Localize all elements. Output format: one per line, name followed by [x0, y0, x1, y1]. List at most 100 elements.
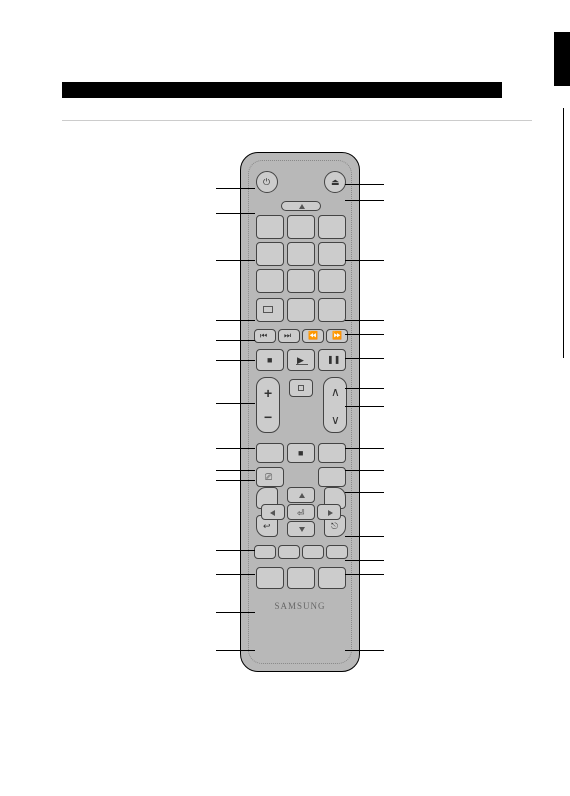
color-b-button[interactable] [278, 545, 300, 559]
callout-left-8 [216, 470, 255, 471]
callout-right-13 [345, 574, 384, 575]
ch-up-icon: ∧ [331, 386, 340, 398]
dpad-up-icon [299, 493, 305, 498]
rowa-2-icon: ■ [298, 449, 303, 458]
callout-left-4 [216, 340, 255, 341]
callout-right-9 [345, 470, 384, 471]
dpad-down-icon [299, 527, 305, 532]
exit-icon: ⎋ [331, 522, 338, 531]
rowb-3-button[interactable] [318, 467, 346, 487]
callout-left-0 [216, 188, 255, 189]
bottom-3-button[interactable] [318, 567, 346, 589]
callout-left-7 [216, 448, 255, 449]
num-9-button[interactable] [318, 269, 346, 293]
dpad-up-button[interactable] [287, 487, 315, 503]
color-d-button[interactable] [326, 545, 348, 559]
next-icon: ⏭ [284, 332, 291, 340]
dpad-right-icon [328, 510, 333, 516]
mute-button[interactable] [289, 379, 313, 397]
bottom-1-button[interactable] [256, 567, 284, 589]
dpad-down-button[interactable] [287, 521, 315, 537]
ch-down-icon: ∨ [331, 414, 340, 426]
play-underline [296, 364, 308, 365]
callout-left-11 [216, 574, 255, 575]
callout-right-12 [345, 560, 384, 561]
source-button[interactable]: ⏏ [324, 171, 346, 193]
side-tab [554, 32, 570, 86]
subtitle-line [62, 120, 532, 121]
remote-body: ⏻ ⏏ ⏮ ⏭ ⏪ ⏩ ■ ▶ ❚❚ + [240, 152, 360, 672]
num-6-button[interactable] [318, 242, 346, 266]
num-5-button[interactable] [287, 242, 315, 266]
callout-right-2 [345, 260, 384, 261]
callout-right-8 [345, 448, 384, 449]
callout-left-6 [216, 403, 255, 404]
num-3-button[interactable] [318, 215, 346, 239]
source-icon: ⏏ [331, 178, 340, 187]
eject-button[interactable] [281, 201, 321, 211]
misc-icon [263, 306, 273, 313]
volume-rocker[interactable]: + − [256, 377, 280, 433]
play-button[interactable]: ▶ [287, 349, 315, 371]
pause-icon: ❚❚ [327, 356, 340, 364]
eject-icon [299, 204, 305, 209]
channel-rocker[interactable]: ∧ ∨ [323, 377, 347, 433]
dpad-left-button[interactable] [261, 504, 285, 520]
return-icon: ↩ [263, 522, 271, 531]
callout-left-5 [216, 360, 255, 361]
num-8-button[interactable] [287, 269, 315, 293]
rowb-1-button[interactable]: ⎚ [256, 467, 284, 487]
next-button[interactable]: ⏭ [278, 329, 300, 343]
num-0-button[interactable] [287, 298, 315, 322]
dpad-ok-button[interactable]: ⏎ [287, 504, 315, 520]
num-1-button[interactable] [256, 215, 284, 239]
power-button[interactable]: ⏻ [256, 171, 278, 193]
callout-right-6 [345, 388, 384, 389]
brand-label: SAMSUNG [241, 601, 359, 611]
callout-left-9 [216, 480, 255, 481]
callout-right-3 [345, 320, 384, 321]
callout-right-7 [345, 406, 384, 407]
rewind-icon: ⏪ [308, 332, 318, 340]
pause-button[interactable]: ❚❚ [318, 349, 346, 371]
callout-left-13 [216, 650, 255, 651]
vol-minus-icon: − [264, 410, 272, 424]
prev-icon: ⏮ [260, 332, 267, 340]
callout-left-1 [216, 213, 255, 214]
stop-icon: ■ [267, 356, 272, 365]
color-c-button[interactable] [302, 545, 324, 559]
callout-right-14 [345, 650, 384, 651]
prev-button[interactable]: ⏮ [254, 329, 276, 343]
callout-right-1 [345, 200, 384, 201]
misc-left-button[interactable] [256, 298, 284, 322]
power-icon: ⏻ [263, 178, 270, 187]
callout-left-2 [216, 260, 255, 261]
rowb-1-icon: ⎚ [265, 473, 272, 482]
callout-right-11 [345, 536, 384, 537]
num-2-button[interactable] [287, 215, 315, 239]
forward-icon: ⏩ [332, 332, 342, 340]
color-a-button[interactable] [254, 545, 276, 559]
dpad-right-button[interactable] [317, 504, 341, 520]
rowa-3-button[interactable] [318, 443, 346, 463]
ok-icon: ⏎ [297, 509, 305, 518]
rewind-button[interactable]: ⏪ [302, 329, 324, 343]
side-line-right [563, 108, 564, 358]
stop-button[interactable]: ■ [256, 349, 284, 371]
title-bar [62, 82, 502, 98]
mute-icon [298, 385, 304, 391]
callout-left-12 [216, 612, 255, 613]
forward-button[interactable]: ⏩ [326, 329, 348, 343]
rowa-1-button[interactable] [256, 443, 284, 463]
num-7-button[interactable] [256, 269, 284, 293]
vol-plus-icon: + [264, 386, 272, 400]
misc-right-button[interactable] [318, 298, 346, 322]
num-4-button[interactable] [256, 242, 284, 266]
bottom-2-button[interactable] [287, 567, 315, 589]
callout-right-5 [345, 358, 384, 359]
dpad-left-icon [270, 510, 275, 516]
callout-left-10 [216, 550, 255, 551]
callout-left-3 [216, 320, 255, 321]
callout-right-4 [345, 334, 384, 335]
rowa-2-button[interactable]: ■ [287, 443, 315, 463]
